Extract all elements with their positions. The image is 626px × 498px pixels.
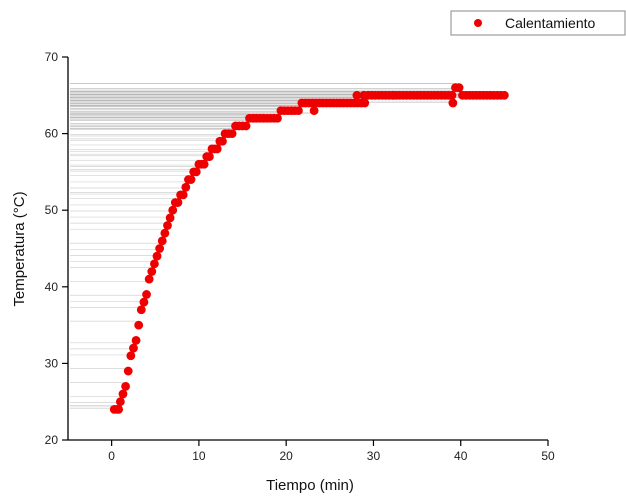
data-point <box>121 381 130 391</box>
legend-marker <box>474 19 482 27</box>
data-point <box>181 182 191 192</box>
data-point <box>241 121 251 131</box>
y-tick-label: 20 <box>45 433 59 447</box>
y-tick-label: 70 <box>45 50 59 64</box>
x-tick-label: 30 <box>367 449 381 463</box>
data-point <box>134 320 144 330</box>
y-axis-title: Temperatura (°C) <box>11 191 28 306</box>
y-tick-label: 40 <box>45 280 59 294</box>
y-tick-label: 60 <box>45 127 59 141</box>
data-point <box>448 98 458 108</box>
data-point <box>273 113 282 123</box>
data-point <box>218 136 227 146</box>
data-point <box>139 297 149 307</box>
data-point <box>115 397 125 407</box>
ticks: 0 10 20 30 40 50 20 30 40 50 60 70 <box>45 50 555 463</box>
data-point <box>136 305 146 315</box>
data-point <box>294 106 303 116</box>
data-point <box>152 251 162 261</box>
data-point <box>173 198 183 207</box>
data-point <box>144 274 154 284</box>
data-point <box>199 159 209 169</box>
data-point <box>131 336 141 345</box>
data-point <box>157 236 167 246</box>
data-point <box>352 90 362 100</box>
data-point <box>360 98 370 108</box>
data-point <box>178 190 188 200</box>
data-point <box>499 90 509 100</box>
x-axis-title: Tiempo (min) <box>266 477 354 494</box>
data-point <box>447 90 457 100</box>
axes <box>67 57 548 441</box>
data-point <box>204 152 214 161</box>
data-point <box>147 267 157 276</box>
legend-label: Calentamiento <box>505 15 595 31</box>
data-point <box>168 205 178 215</box>
x-tick-label: 40 <box>454 449 468 463</box>
data-point <box>160 228 170 238</box>
y-tick-label: 30 <box>45 356 59 370</box>
legend: Calentamiento <box>450 10 626 36</box>
x-tick-label: 0 <box>108 449 115 463</box>
x-tick-label: 20 <box>280 449 294 463</box>
data-point <box>359 90 369 100</box>
data-point <box>114 404 124 414</box>
data-point <box>227 129 237 139</box>
data-point <box>126 351 136 361</box>
data-point <box>155 244 165 253</box>
data-point <box>186 175 196 184</box>
data-point <box>165 213 175 223</box>
data-point <box>191 167 201 177</box>
data-point <box>129 343 138 353</box>
data-point <box>123 366 133 376</box>
x-tick-label: 50 <box>541 449 555 463</box>
data-point <box>150 259 159 269</box>
data-point <box>454 83 464 93</box>
x-tick-label: 10 <box>192 449 206 463</box>
data-point <box>118 389 128 399</box>
data-points <box>109 83 509 414</box>
data-point <box>212 144 222 154</box>
data-point <box>142 290 151 299</box>
data-point <box>163 221 172 230</box>
data-point <box>389 90 398 100</box>
reference-lines <box>70 83 503 409</box>
data-point <box>309 106 319 116</box>
y-tick-label: 50 <box>45 203 59 217</box>
